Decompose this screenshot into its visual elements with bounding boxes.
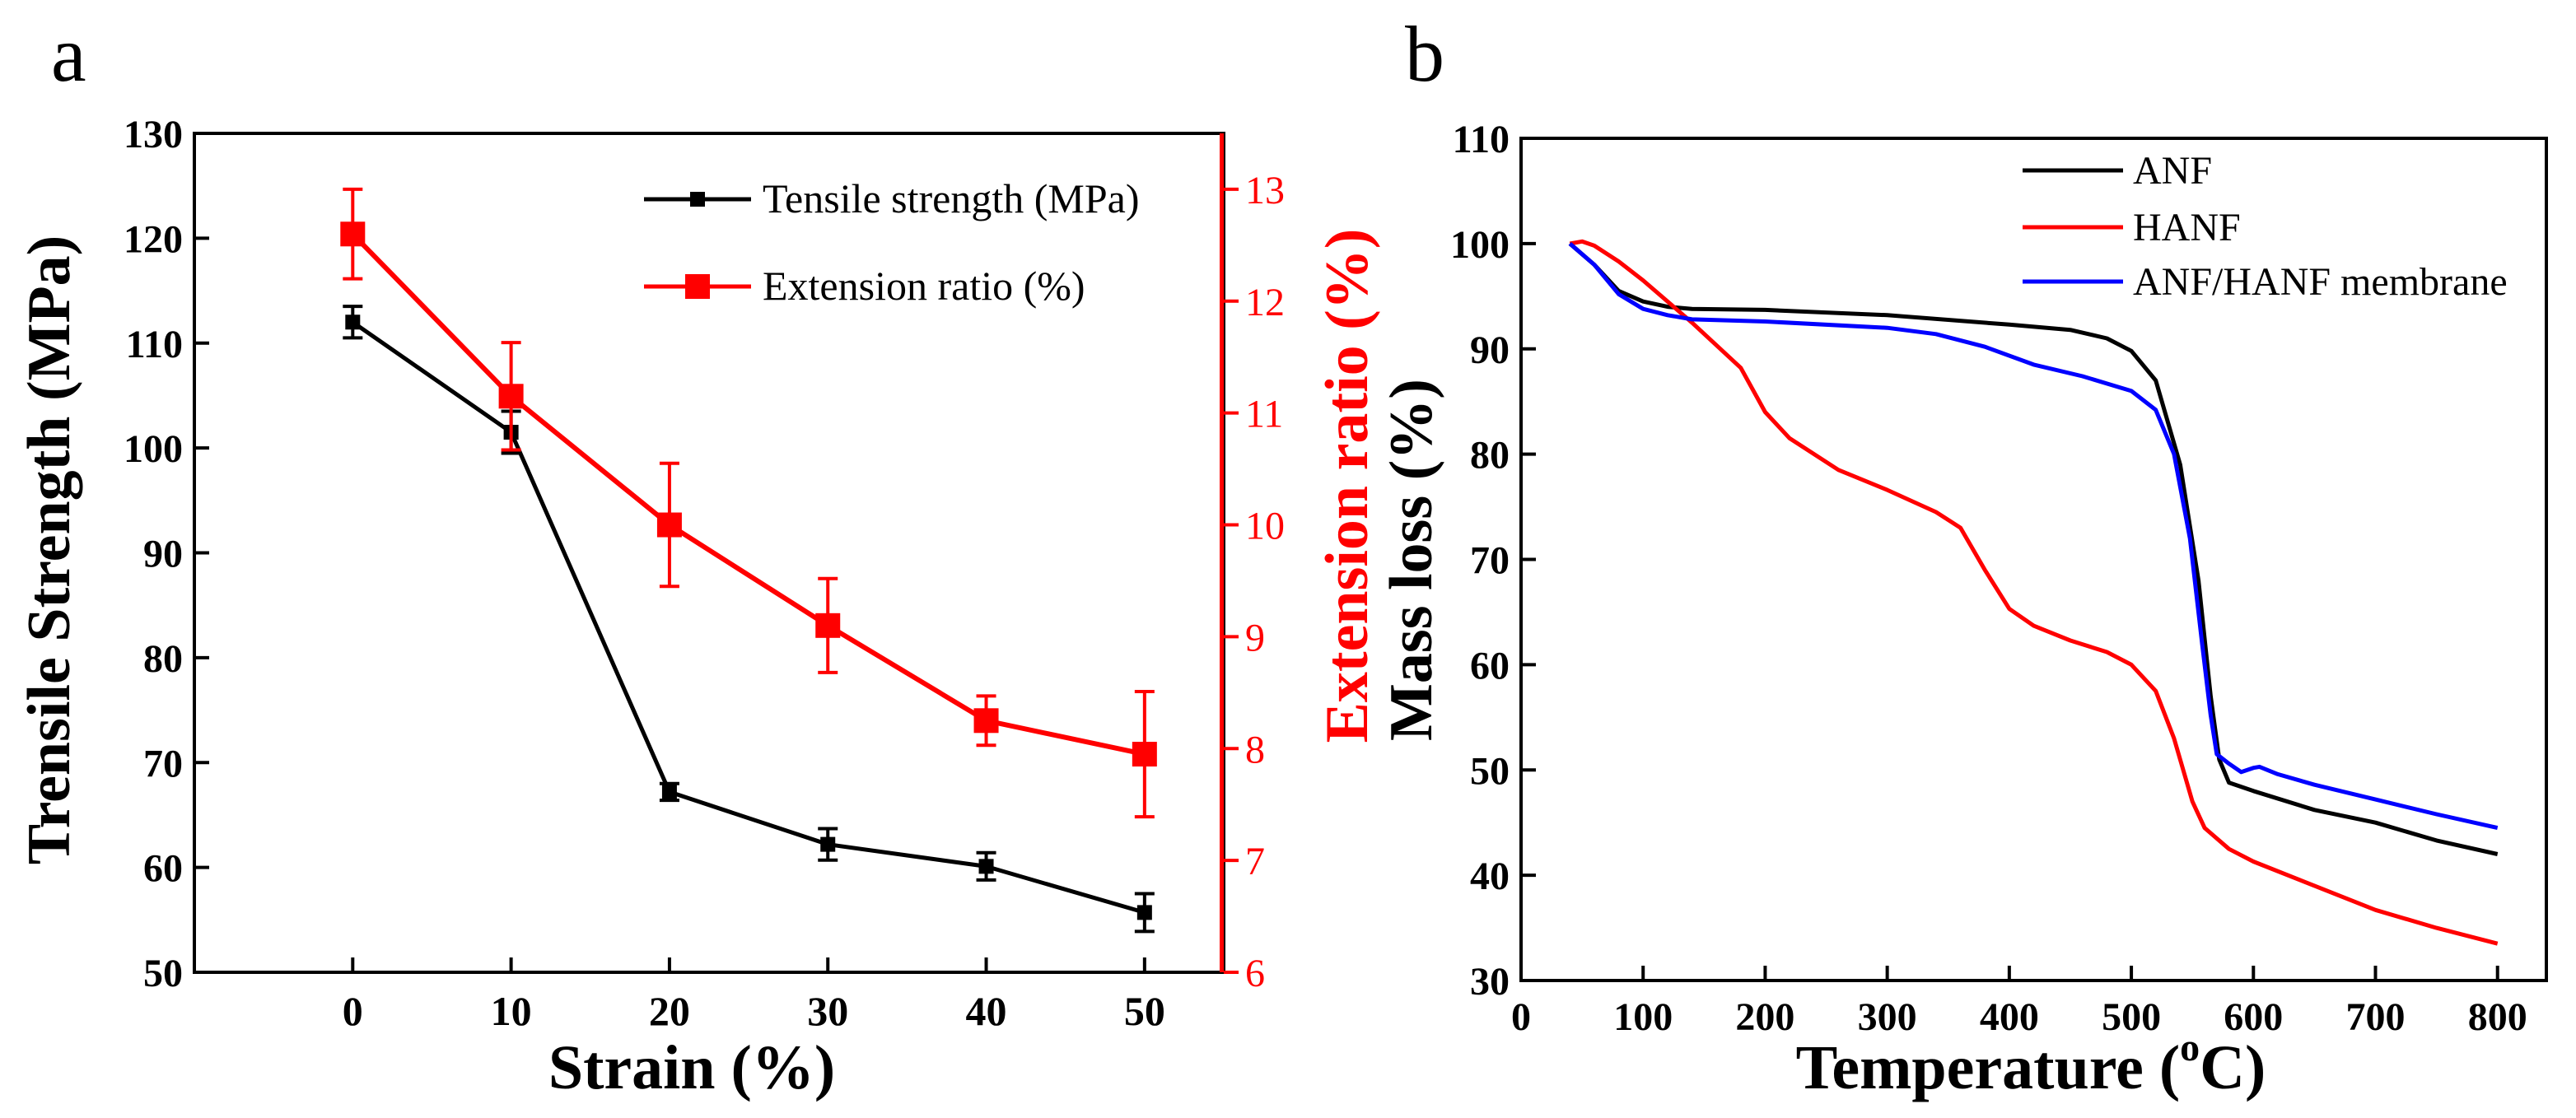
panel-a-y2-ticks: 6 7 8 9 10 11 12 13 (1224, 169, 1285, 995)
data-point (340, 221, 366, 247)
b-y-tick-label: 100 (1450, 223, 1510, 267)
a-y-tick-label: 70 (143, 742, 183, 785)
legend-marker-tensile (690, 192, 705, 207)
a-y-tick-label: 130 (124, 113, 183, 156)
b-x-tick-label: 500 (2102, 995, 2161, 1039)
legend-label-extension: Extension ratio (%) (763, 263, 1085, 309)
a-y-tick-label: 80 (143, 637, 183, 681)
panel-a-series (340, 187, 1157, 934)
b-y-tick-label: 70 (1470, 539, 1510, 583)
data-point (345, 314, 361, 330)
legend-item-membrane: ANF/HANF membrane (2023, 260, 2508, 304)
series-line-1 (351, 232, 1146, 757)
b-x-tick-label: 400 (1980, 995, 2039, 1039)
b-x-tick-label: 100 (1613, 995, 1673, 1039)
a-y2-tick-label: 12 (1245, 281, 1285, 324)
b-y-tick-label: 90 (1470, 328, 1510, 372)
panel-a-y-axis-title: Trensile Strength (MPa) (16, 235, 83, 865)
tga-curve-0 (1568, 242, 2499, 856)
a-y2-tick-label: 8 (1245, 728, 1265, 771)
a-y-tick-label: 90 (143, 533, 183, 576)
data-point (978, 859, 994, 874)
legend-marker-extension (685, 274, 710, 299)
data-point (661, 784, 677, 799)
panel-b-series (1568, 239, 2499, 946)
panel-label-a: a (51, 10, 86, 98)
a-x-tick-label: 40 (966, 988, 1007, 1034)
data-point (973, 708, 999, 734)
legend-label-anf: ANF (2133, 149, 2212, 193)
legend-item-hanf: HANF (2023, 206, 2241, 249)
tga-curve-2 (1568, 242, 2499, 831)
a-y2-tick-label: 9 (1245, 616, 1265, 659)
legend-item-tensile-strength: Tensile strength (MPa) (644, 175, 1140, 221)
b-y-tick-label: 40 (1470, 855, 1510, 898)
a-y-tick-label: 60 (143, 847, 183, 891)
panel-a-y-ticks: 50 60 70 80 90 100 110 120 130 (124, 113, 209, 995)
panel-a-y2-axis-title: Extension ratio (%) (1314, 229, 1381, 743)
legend-label-membrane: ANF/HANF membrane (2133, 260, 2508, 304)
legend-label-tensile: Tensile strength (MPa) (763, 175, 1140, 221)
a-y-tick-label: 100 (124, 427, 183, 471)
a-x-tick-label: 50 (1124, 988, 1165, 1034)
a-x-tick-label: 30 (807, 988, 848, 1034)
a-x-tick-label: 20 (649, 988, 690, 1034)
a-x-tick-label: 10 (491, 988, 532, 1034)
a-y-tick-label: 50 (143, 952, 183, 995)
b-y-tick-label: 50 (1470, 749, 1510, 793)
a-x-tick-label: 0 (343, 988, 363, 1034)
data-point (1132, 742, 1157, 767)
series-line-0 (351, 320, 1146, 915)
panel-a-right-axis-line (1220, 133, 1224, 972)
a-y2-tick-label: 11 (1245, 393, 1283, 436)
panel-a-chart: 0 10 20 30 40 50 50 60 70 80 90 100 110 120 130 6 7 8 9 1… (16, 113, 1381, 1102)
panel-a-x-ticks: 0 10 20 30 40 50 (343, 957, 1165, 1034)
data-point (1136, 905, 1152, 920)
a-y2-tick-label: 7 (1245, 840, 1265, 883)
a-y2-tick-label: 10 (1245, 505, 1285, 548)
a-y2-tick-label: 13 (1245, 169, 1285, 212)
b-x-tick-label: 700 (2346, 995, 2406, 1039)
b-x-tick-label: 0 (1511, 995, 1531, 1039)
b-x-tick-label: 300 (1858, 995, 1917, 1039)
panel-b-chart: 0 100 200 300 400 500 600 700 800 30 40 50 60 70 80 90… (1378, 118, 2548, 1102)
panel-b-x-axis-title-main: Temperature ( (1796, 1033, 2180, 1102)
panel-b-x-axis-title-end: C) (2200, 1033, 2266, 1102)
b-y-tick-label: 30 (1470, 960, 1510, 1004)
panel-b-x-axis-title: Temperature (oC) (1796, 1026, 2266, 1102)
panel-b-y-axis-title: Mass loss (%) (1378, 379, 1445, 741)
panel-b-x-ticks: 0 100 200 300 400 500 600 700 800 (1511, 966, 2527, 1039)
panel-b-legend: ANF HANF ANF/HANF membrane (2023, 149, 2508, 304)
panel-label-b: b (1405, 10, 1444, 98)
data-point (815, 613, 841, 638)
data-point (820, 836, 836, 852)
b-y-tick-label: 80 (1470, 434, 1510, 477)
b-y-tick-label: 60 (1470, 644, 1510, 687)
data-point (656, 512, 682, 538)
b-x-tick-label: 200 (1735, 995, 1794, 1039)
b-x-tick-label: 800 (2468, 995, 2527, 1039)
b-y-tick-label: 110 (1453, 118, 1510, 161)
panel-b-y-ticks: 30 40 50 60 70 80 90 100 110 (1450, 118, 1536, 1004)
legend-item-anf: ANF (2023, 149, 2212, 193)
panel-a-legend: Tensile strength (MPa) Extension ratio (… (644, 175, 1140, 309)
a-y-tick-label: 110 (126, 323, 183, 366)
b-x-tick-label: 600 (2224, 995, 2283, 1039)
panel-a-x-axis-title: Strain (%) (548, 1033, 835, 1102)
panel-b-x-axis-title-sup: o (2180, 1026, 2200, 1069)
data-point (498, 384, 524, 409)
legend-item-extension-ratio: Extension ratio (%) (644, 263, 1085, 309)
legend-label-hanf: HANF (2133, 206, 2241, 249)
a-y-tick-label: 120 (124, 217, 183, 261)
tga-curve-1 (1569, 239, 2499, 946)
a-y2-tick-label: 6 (1245, 952, 1265, 995)
